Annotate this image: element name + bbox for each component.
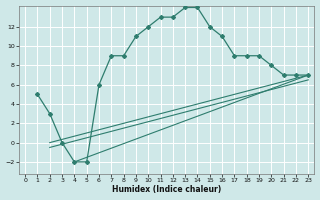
X-axis label: Humidex (Indice chaleur): Humidex (Indice chaleur) [112, 185, 221, 194]
